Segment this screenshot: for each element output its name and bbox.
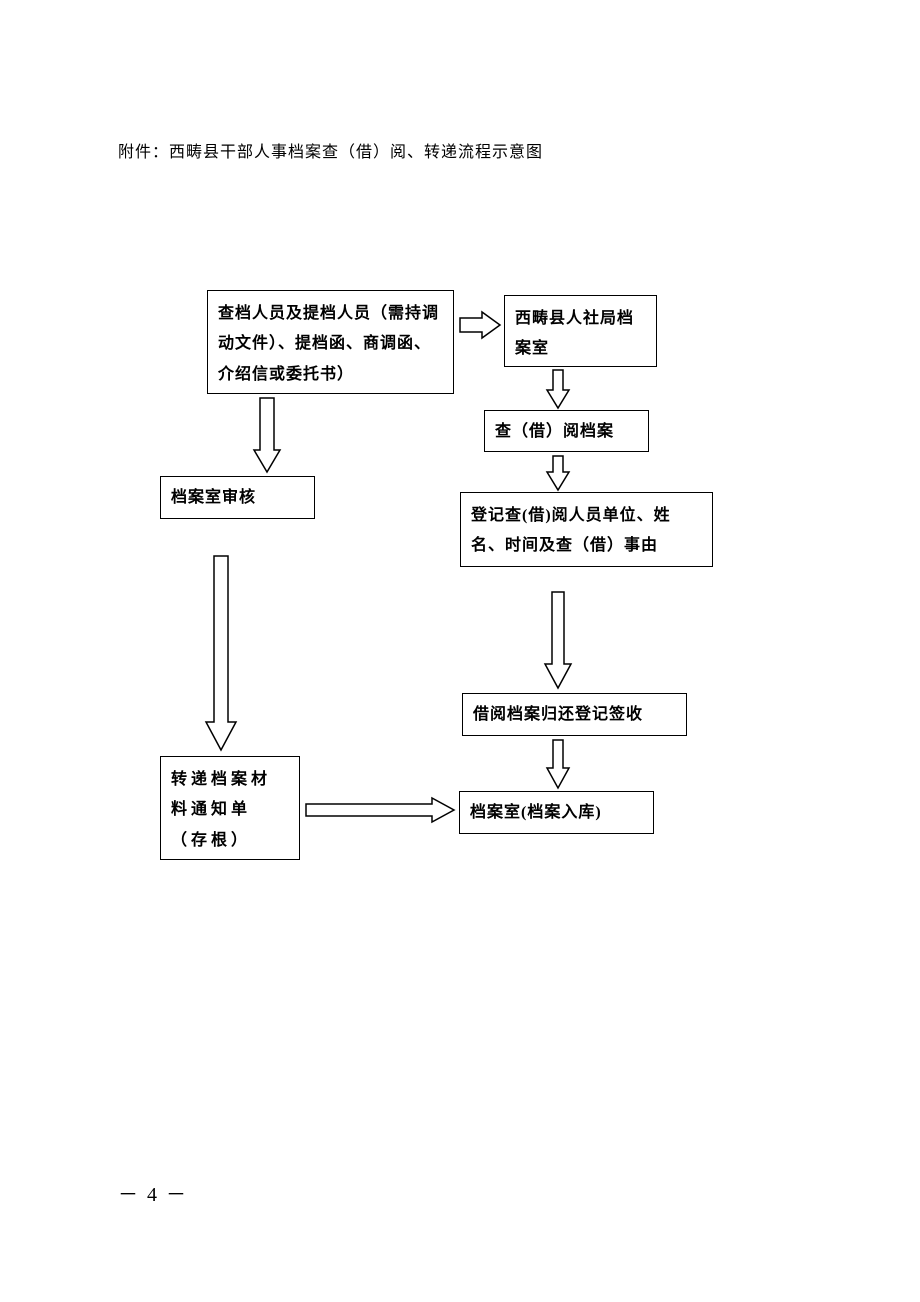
node-label: 转递档案材料通知单（存根） [171, 771, 271, 849]
node-requester: 查档人员及提档人员（需持调动文件）、提档函、商调函、介绍信或委托书） [207, 290, 454, 394]
arrow-down-icon [543, 590, 573, 690]
arrow-down-icon [545, 454, 571, 492]
node-label: 查档人员及提档人员（需持调动文件）、提档函、商调函、介绍信或委托书） [218, 305, 439, 383]
page-number: － 4 － [118, 1178, 188, 1207]
node-check-borrow: 查（借）阅档案 [484, 410, 649, 452]
node-label: 借阅档案归还登记签收 [473, 706, 643, 723]
node-storage: 档案室(档案入库) [459, 791, 654, 834]
page-title: 附件：西畴县干部人事档案查（借）阅、转递流程示意图 [118, 138, 543, 162]
node-archive-office: 西畴县人社局档案室 [504, 295, 657, 367]
arrow-down-icon [252, 396, 282, 474]
node-return-sign: 借阅档案归还登记签收 [462, 693, 687, 736]
node-label: 查（借）阅档案 [495, 423, 614, 440]
arrow-right-icon [304, 796, 456, 824]
arrow-down-icon [204, 554, 238, 752]
node-label: 登记查(借)阅人员单位、姓名、时间及查（借）事由 [471, 507, 671, 554]
node-label: 档案室审核 [171, 489, 256, 506]
node-label: 西畴县人社局档案室 [515, 310, 634, 357]
arrow-down-icon [545, 368, 571, 410]
arrow-down-icon [545, 738, 571, 790]
node-label: 档案室(档案入库) [470, 804, 602, 821]
node-register: 登记查(借)阅人员单位、姓名、时间及查（借）事由 [460, 492, 713, 567]
node-review: 档案室审核 [160, 476, 315, 519]
node-transfer-notice: 转递档案材料通知单（存根） [160, 756, 300, 860]
arrow-right-icon [458, 310, 502, 340]
